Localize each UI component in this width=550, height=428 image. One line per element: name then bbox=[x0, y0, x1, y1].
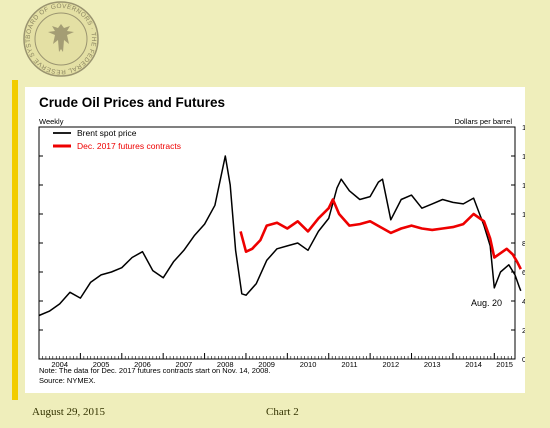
y-tick-label: 60 bbox=[522, 268, 525, 277]
plot-frame bbox=[38, 126, 516, 360]
x-tick-label: 2014 bbox=[465, 360, 482, 369]
chart-panel: Crude Oil Prices and Futures Weekly Doll… bbox=[25, 87, 535, 393]
chart-source: Source: NYMEX. bbox=[39, 376, 96, 385]
y-tick-label: 160 bbox=[522, 123, 525, 132]
x-tick-label: 2009 bbox=[258, 360, 275, 369]
accent-bar bbox=[12, 80, 18, 400]
federal-reserve-seal-logo: BOARD OF GOVERNORS · THE FEDERAL RESERVE… bbox=[22, 0, 99, 77]
y-tick-label: 40 bbox=[522, 297, 525, 306]
x-tick-label: 2005 bbox=[93, 360, 110, 369]
eagle-icon bbox=[48, 24, 74, 52]
x-tick-label: 2006 bbox=[134, 360, 151, 369]
chart-title: Crude Oil Prices and Futures bbox=[39, 95, 225, 110]
y-tick-label: 0 bbox=[522, 355, 525, 364]
chart-note: Note: The data for Dec. 2017 futures con… bbox=[39, 366, 271, 375]
legend-label-brent: Brent spot price bbox=[77, 128, 137, 138]
x-tick-label: 2013 bbox=[424, 360, 441, 369]
y-tick-label: 120 bbox=[522, 181, 525, 190]
aug-20-annotation: Aug. 20 bbox=[471, 298, 502, 308]
x-tick-label: 2004 bbox=[51, 360, 68, 369]
x-tick-label: 2012 bbox=[382, 360, 399, 369]
x-tick-label: 2008 bbox=[217, 360, 234, 369]
x-axis-ticks: 2004 2005 2006 2007 2008 2009 2010 2011 2012 2013… bbox=[38, 353, 516, 369]
y-tick-label: 140 bbox=[522, 152, 525, 161]
y-axis-label: Dollars per barrel bbox=[454, 117, 512, 126]
y-tick-label: 80 bbox=[522, 239, 525, 248]
legend: Brent spot price Dec. 2017 futures contr… bbox=[53, 128, 181, 151]
futures-contracts-line bbox=[239, 198, 522, 270]
frequency-label: Weekly bbox=[39, 117, 64, 126]
x-tick-label: 2011 bbox=[341, 360, 357, 369]
x-tick-label: 2010 bbox=[300, 360, 317, 369]
crude-oil-chart: Crude Oil Prices and Futures Weekly Doll… bbox=[38, 95, 535, 385]
y-tick-label: 20 bbox=[522, 326, 525, 335]
x-tick-label: 2015 bbox=[496, 360, 513, 369]
footer-date: August 29, 2015 bbox=[32, 406, 106, 418]
legend-label-futures: Dec. 2017 futures contracts bbox=[77, 141, 181, 151]
y-axis-ticks: 0 20 40 60 80 100 120 140 160 bbox=[39, 123, 535, 364]
brent-spot-price-line bbox=[38, 155, 522, 317]
x-tick-label: 2007 bbox=[176, 360, 193, 369]
series-lines bbox=[38, 155, 522, 317]
footer-chart-label: Chart 2 bbox=[266, 406, 299, 418]
y-tick-label: 100 bbox=[522, 210, 525, 219]
